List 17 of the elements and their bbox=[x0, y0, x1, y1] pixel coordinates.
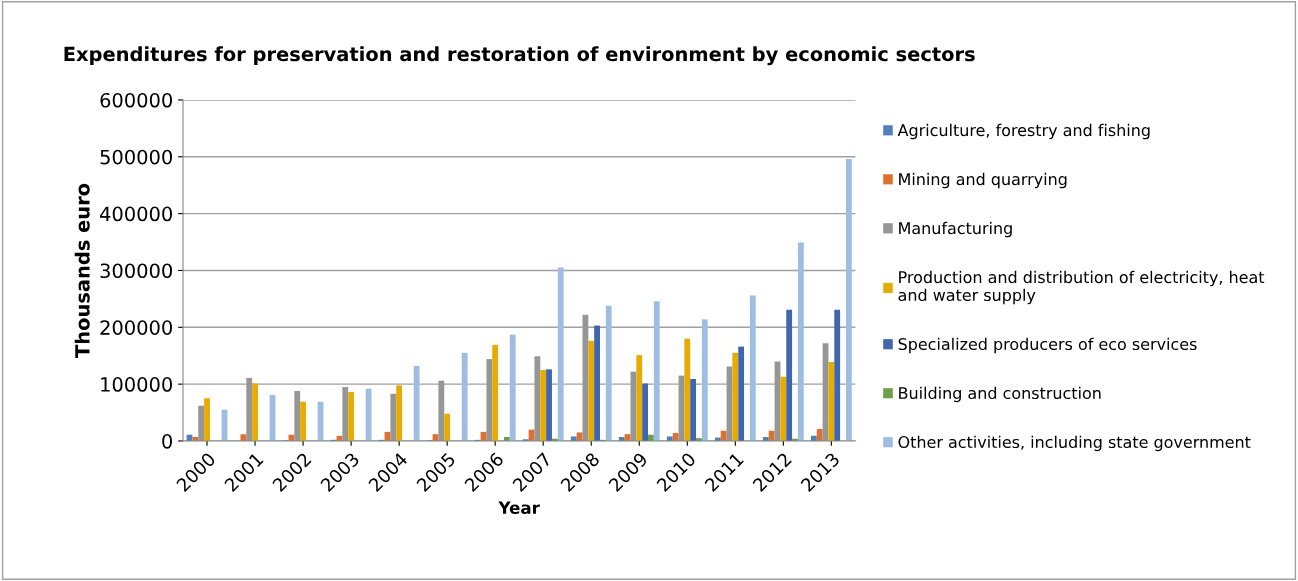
legend-label: Other activities, including state government bbox=[898, 435, 1251, 452]
x-axis-title: Year bbox=[498, 501, 540, 515]
y-tick-label: 0 bbox=[162, 433, 172, 449]
y-tick-label: 300000 bbox=[100, 263, 172, 279]
legend-label: Manufacturing bbox=[899, 221, 1012, 238]
y-axis-title: Thousands euro bbox=[74, 183, 90, 358]
legend-label: Agriculture, forestry and fishing bbox=[897, 123, 1150, 140]
y-tick-label: 600000 bbox=[100, 92, 172, 108]
chart-title: Expenditures for preservation and restoration of environment by economic sectors bbox=[64, 46, 975, 66]
y-tick-label: 200000 bbox=[100, 320, 172, 335]
legend-label: Building and construction bbox=[899, 386, 1101, 403]
legend-label: Mining and quarrying bbox=[899, 172, 1067, 189]
y-tick-label: 500000 bbox=[100, 149, 172, 165]
y-tick-label: 100000 bbox=[101, 377, 172, 392]
y-tick-label: 400000 bbox=[100, 206, 172, 222]
legend-label: Specialized producers of eco services bbox=[898, 337, 1197, 354]
legend-label: Production and distribution of electricity, heat and water supply bbox=[898, 270, 1265, 305]
